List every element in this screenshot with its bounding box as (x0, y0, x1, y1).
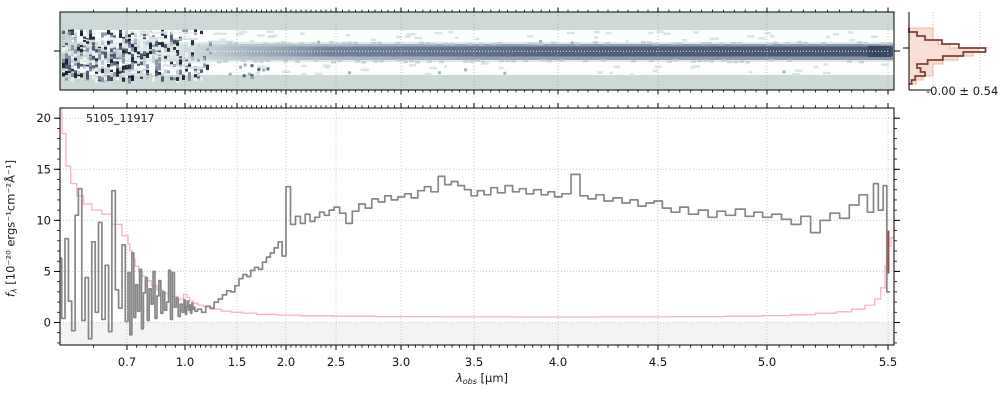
x-tick-label: 3.5 (465, 355, 483, 369)
y-tick-label: 0 (44, 316, 51, 330)
y-axis-label-subscript: λ (9, 288, 19, 294)
x-axis-label: λobs [μm] (427, 371, 537, 386)
x-axis-label-symbol: λ (455, 371, 463, 385)
x-tick-label: 5.0 (758, 355, 776, 369)
ticks-main: 0.7 1.0 1.5 2.0 2.5 3.0 3.5 4.0 4.5 5.0 5.5 0 5 10 15 2… (36, 103, 900, 369)
x-tick-label: 1.5 (228, 355, 246, 369)
x-axis-label-units: [μm] (476, 371, 509, 385)
x-tick-label: 2.5 (327, 355, 345, 369)
y-tick-label: 10 (36, 213, 51, 227)
y-tick-label: 15 (36, 162, 51, 176)
x-tick-label: 2.0 (277, 355, 295, 369)
histogram-outline (908, 28, 987, 85)
spectrum-2d-panel (54, 7, 900, 95)
y-axis-label-units: [10⁻²⁰ ergs⁻¹cm⁻²Å⁻¹] (3, 159, 18, 289)
x-tick-label: 1.0 (176, 355, 194, 369)
ticks-2d (54, 7, 900, 95)
y-axis-label: fλ [10⁻²⁰ ergs⁻¹cm⁻²Å⁻¹] (4, 129, 19, 329)
y-tick-label: 20 (36, 111, 51, 125)
x-tick-label: 3.0 (392, 355, 410, 369)
spectrum-1d-panel: 0.7 1.0 1.5 2.0 2.5 3.0 3.5 4.0 4.5 5.0 5.5 0 5 10 15 2… (36, 103, 900, 369)
x-tick-label: 0.7 (118, 355, 136, 369)
x-tick-label: 4.0 (549, 355, 567, 369)
y-axis-label-symbol: f (3, 293, 18, 298)
uncertainty-line (61, 108, 894, 318)
grid-main (60, 108, 894, 345)
below-zero-band (60, 322, 894, 345)
x-tick-label: 4.5 (649, 355, 667, 369)
x-axis-label-subscript: obs (462, 377, 477, 386)
y-tick-label: 5 (44, 264, 51, 278)
histogram-stats-label: -0.00 ± 0.54 (926, 84, 999, 98)
x-tick-label: 5.5 (879, 355, 897, 369)
residual-histogram-panel (903, 12, 996, 91)
flux-step-line (60, 173, 890, 340)
object-id-label: 5105_11917 (86, 112, 155, 125)
